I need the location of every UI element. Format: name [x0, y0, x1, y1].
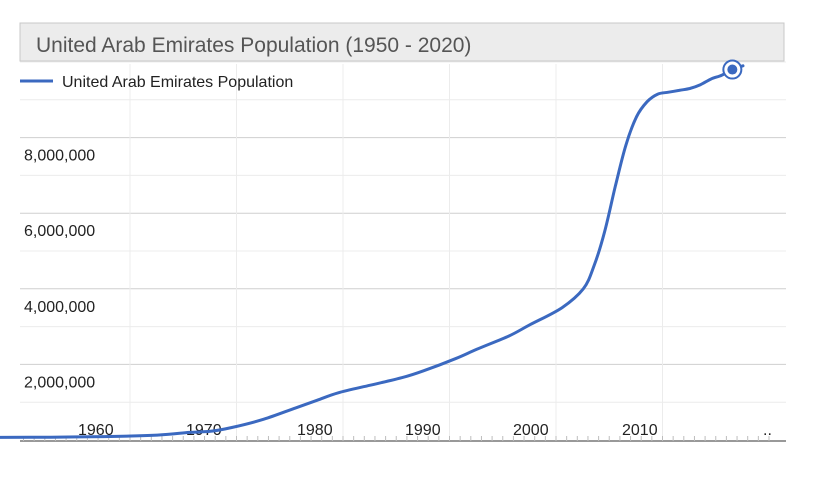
title-box — [19, 22, 785, 62]
x-tick-label: .. — [763, 422, 772, 439]
axes: 2,000,000 4,000,000 6,000,000 8,000,000 1960… — [20, 148, 786, 442]
highlight-point[interactable] — [727, 64, 738, 75]
y-tick-label: 2,000,000 — [24, 374, 95, 391]
y-tick-label: 8,000,000 — [24, 148, 95, 165]
x-tick-label: 2010 — [622, 422, 658, 439]
y-tick-label: 4,000,000 — [24, 299, 95, 316]
x-tick-label: 2000 — [513, 422, 549, 439]
x-tick-label: 1980 — [297, 422, 333, 439]
legend-label: United Arab Emirates Population — [62, 74, 293, 91]
grid — [20, 61, 786, 440]
series-layer — [0, 59, 745, 439]
x-tick-label: 1960 — [78, 422, 114, 439]
series-line[interactable] — [0, 64, 745, 439]
chart-title: United Arab Emirates Population (1950 - … — [36, 34, 471, 57]
x-tick-label: 1990 — [405, 422, 441, 439]
y-tick-label: 6,000,000 — [24, 223, 95, 240]
legend: United Arab Emirates Population — [20, 74, 293, 91]
